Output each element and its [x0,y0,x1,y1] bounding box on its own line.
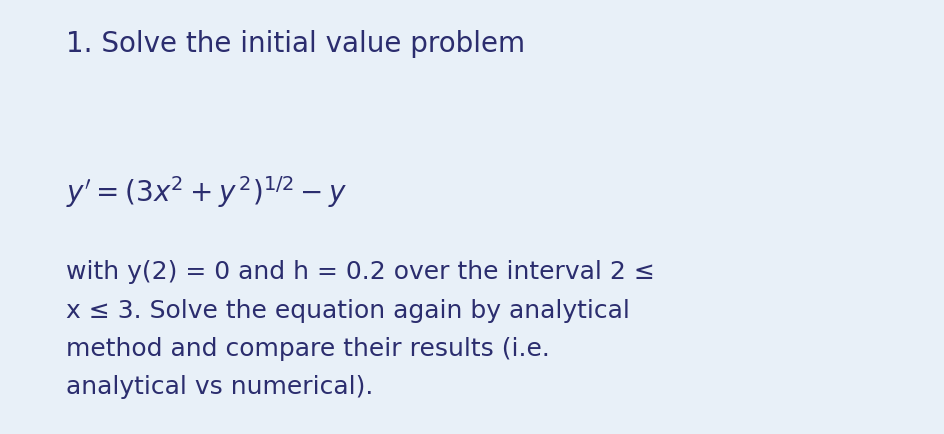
Text: 1. Solve the initial value problem: 1. Solve the initial value problem [66,30,525,59]
Text: with y(2) = 0 and h = 0.2 over the interval 2 ≤
x ≤ 3. Solve the equation again : with y(2) = 0 and h = 0.2 over the inter… [66,260,654,399]
Text: $y' = (3x^2 + y^{\,2})^{1/2} - y$: $y' = (3x^2 + y^{\,2})^{1/2} - y$ [66,174,347,210]
